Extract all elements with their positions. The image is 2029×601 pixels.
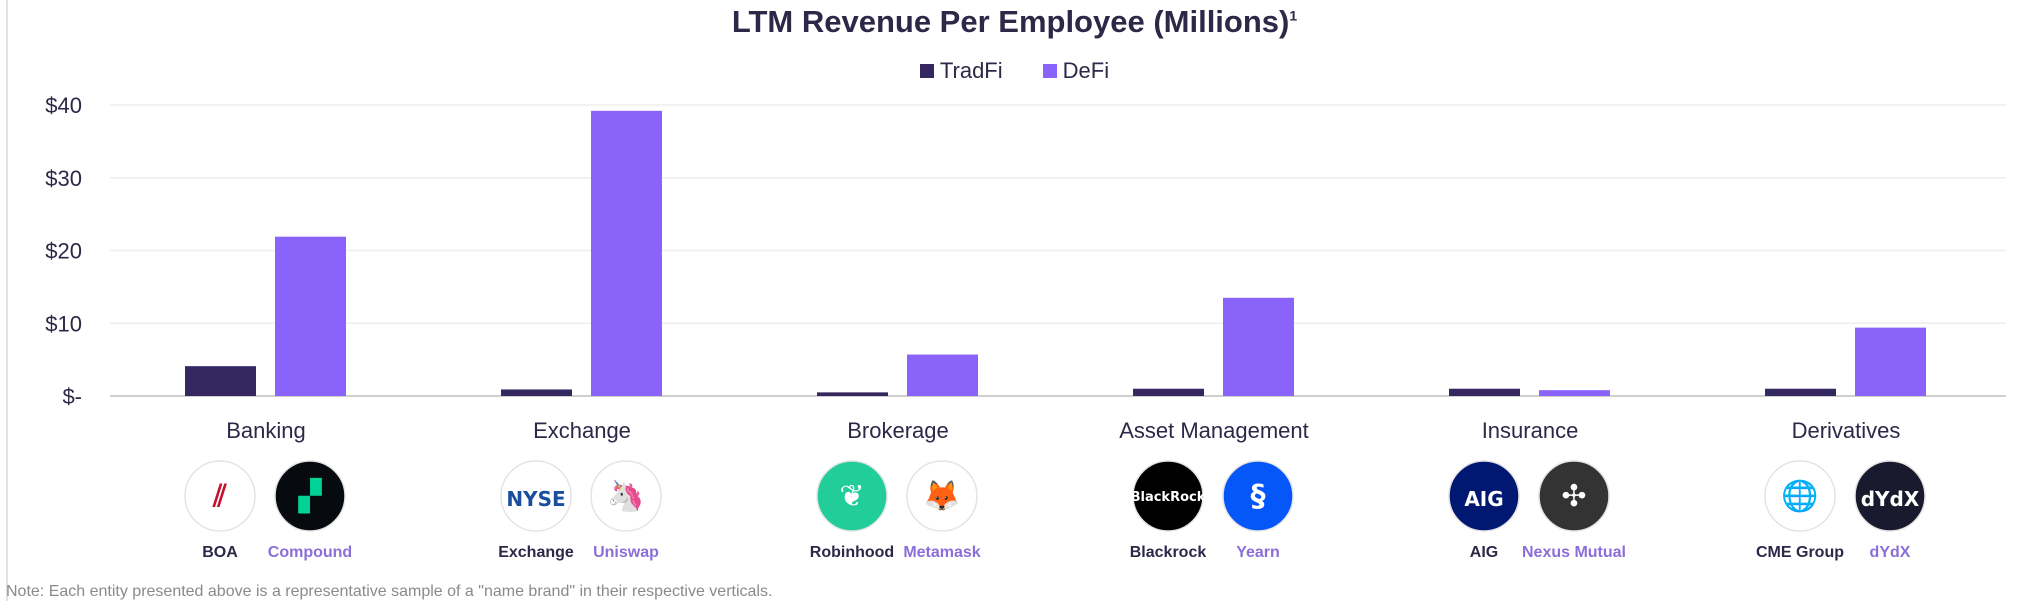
legend-item-tradfi: TradFi xyxy=(919,58,1003,84)
entity-label-defi: dYdX xyxy=(1870,544,1911,561)
bar-tradfi xyxy=(1449,388,1520,396)
aig-logo-glyph: AIG xyxy=(1464,487,1503,511)
entity-label-tradfi: Exchange xyxy=(498,544,574,561)
bar-tradfi xyxy=(817,392,888,396)
y-tick-label: $10 xyxy=(45,311,82,336)
dydx-logo-glyph: dYdX xyxy=(1861,487,1920,511)
category-label: Brokerage xyxy=(847,418,949,443)
entity-label-tradfi: CME Group xyxy=(1756,544,1844,561)
entity-label-tradfi: Blackrock xyxy=(1130,544,1207,561)
bar-defi xyxy=(591,110,662,396)
yearn-logo-icon xyxy=(1222,460,1294,532)
entity-label-defi: Metamask xyxy=(903,544,980,561)
category-label: Insurance xyxy=(1482,418,1579,443)
aig-logo-icon xyxy=(1448,460,1520,532)
bar-defi xyxy=(1855,327,1926,396)
entity-label-defi: Nexus Mutual xyxy=(1522,544,1626,561)
uniswap-logo-glyph: 🦄 xyxy=(607,478,644,514)
bar-defi xyxy=(275,236,346,396)
bar-tradfi xyxy=(1765,388,1836,396)
bar-defi xyxy=(1223,297,1294,396)
nexus-mutual-logo-icon xyxy=(1538,460,1610,532)
entity-label-tradfi: AIG xyxy=(1470,544,1498,561)
boa-logo-icon xyxy=(184,460,256,532)
legend-swatch-tradfi xyxy=(919,64,934,78)
nexus-mutual-logo-glyph: ✣ xyxy=(1561,479,1586,514)
y-tick-label: $- xyxy=(62,384,82,409)
dydx-logo-icon xyxy=(1854,460,1926,532)
compound-logo-icon xyxy=(274,460,346,532)
nyse-logo-glyph: NYSE xyxy=(506,487,565,511)
cme-group-logo-icon xyxy=(1764,460,1836,532)
legend-label-defi: DeFi xyxy=(1062,58,1110,83)
compound-logo-glyph: ▞ xyxy=(297,478,322,514)
yearn-logo-glyph: § xyxy=(1251,479,1266,514)
category-label: Derivatives xyxy=(1792,418,1901,443)
legend-item-defi: DeFi xyxy=(1042,58,1110,84)
blackrock-logo-glyph: BlackRock xyxy=(1131,490,1206,505)
entity-label-tradfi: BOA xyxy=(202,544,238,561)
category-label: Exchange xyxy=(533,418,631,443)
entity-label-defi: Yearn xyxy=(1236,544,1280,561)
frame-border xyxy=(6,0,8,601)
footnote-marker: 1 xyxy=(1289,7,1298,24)
bar-defi xyxy=(907,354,978,396)
robinhood-logo-icon xyxy=(816,460,888,532)
uniswap-logo-icon xyxy=(590,460,662,532)
chart-title: LTM Revenue Per Employee (Millions)1 xyxy=(0,4,2029,40)
y-tick-label: $20 xyxy=(45,239,82,264)
footnote: Note: Each entity presented above is a r… xyxy=(6,583,773,600)
y-tick-label: $40 xyxy=(45,93,82,118)
category-label: Banking xyxy=(226,418,306,443)
bar-tradfi xyxy=(185,366,256,396)
chart-title-text: LTM Revenue Per Employee (Millions) xyxy=(731,4,1290,39)
category-label: Asset Management xyxy=(1119,418,1309,443)
y-tick-label: $30 xyxy=(45,166,82,191)
bar-tradfi xyxy=(501,389,572,396)
legend-swatch-defi xyxy=(1042,64,1057,78)
legend: TradFi DeFi xyxy=(0,58,2029,84)
bar-tradfi xyxy=(1133,388,1204,396)
legend-label-tradfi: TradFi xyxy=(939,58,1003,83)
entity-label-tradfi: Robinhood xyxy=(810,544,894,561)
blackrock-logo-icon xyxy=(1132,460,1204,532)
entity-label-defi: Uniswap xyxy=(593,544,659,561)
cme-group-logo-glyph: 🌐 xyxy=(1781,478,1818,514)
robinhood-logo-glyph: ❦ xyxy=(839,479,864,514)
entity-label-defi: Compound xyxy=(268,544,352,561)
nyse-logo-icon xyxy=(500,460,572,532)
boa-logo-glyph: ⫽ xyxy=(212,479,227,514)
metamask-logo-icon xyxy=(906,460,978,532)
bar-defi xyxy=(1539,390,1610,396)
metamask-logo-glyph: 🦊 xyxy=(923,479,960,514)
